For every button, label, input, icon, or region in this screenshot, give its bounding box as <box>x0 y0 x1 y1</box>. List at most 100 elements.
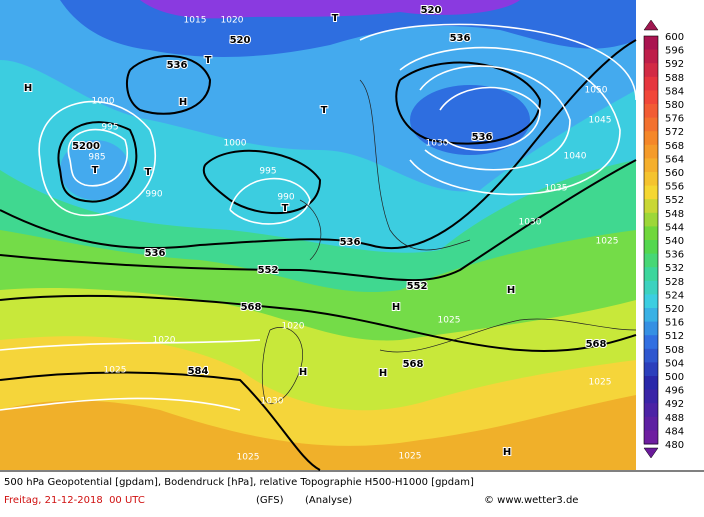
colorbar-swatch <box>644 63 658 78</box>
map-label: 1025 <box>589 378 612 388</box>
map-label: 1040 <box>564 152 587 162</box>
map-label: 552 <box>407 281 428 292</box>
map-label: 1015 <box>184 16 207 26</box>
colorbar-label: 544 <box>665 222 684 233</box>
colorbar-swatch <box>644 362 658 377</box>
map-label: 5200 <box>72 141 100 152</box>
colorbar-swatch <box>644 117 658 132</box>
colorbar-label: 600 <box>665 32 684 43</box>
map-label: 1000 <box>92 97 115 107</box>
map-label: 1020 <box>282 322 305 332</box>
map-label: 536 <box>450 33 471 44</box>
map-label: H <box>392 302 400 313</box>
footer-model: (GFS) <box>256 495 284 506</box>
colorbar-label: 560 <box>665 168 684 179</box>
colorbar-frame <box>643 35 659 445</box>
map-label: T <box>92 165 99 176</box>
map-label: 1025 <box>104 366 127 376</box>
colorbar-swatch <box>644 335 658 350</box>
colorbar-swatch <box>644 348 658 363</box>
colorbar-label: 500 <box>665 372 684 383</box>
map-label: 1035 <box>545 184 568 194</box>
colorbar-label: 488 <box>665 413 684 424</box>
colorbar-swatch <box>644 212 658 227</box>
coastlines <box>261 79 637 405</box>
map-label: T <box>145 167 152 178</box>
map-label: 584 <box>188 366 209 377</box>
colorbar-label: 592 <box>665 59 684 70</box>
colorbar-swatch <box>644 321 658 336</box>
map-label: 995 <box>259 167 276 177</box>
map-label: 1020 <box>221 16 244 26</box>
map-label: 568 <box>586 339 607 350</box>
colorbar-label: 520 <box>665 304 684 315</box>
map-label: 536 <box>145 248 166 259</box>
colorbar-swatch <box>644 253 658 268</box>
map-label: H <box>503 447 511 458</box>
colorbar-swatch <box>644 185 658 200</box>
map-label: 552 <box>258 265 279 276</box>
colorbar-label: 596 <box>665 46 684 57</box>
colorbar-label: 584 <box>665 86 684 97</box>
map-label: 536 <box>340 237 361 248</box>
map-label: 995 <box>101 123 118 133</box>
colorbar-label: 556 <box>665 182 684 193</box>
colorbar-label: 496 <box>665 386 684 397</box>
colorbar-swatch <box>644 416 658 431</box>
map-label: T <box>282 203 289 214</box>
colorbar-swatch <box>644 90 658 105</box>
map-label: T <box>205 55 212 66</box>
map-label: H <box>379 368 387 379</box>
colorbar-swatch <box>644 403 658 418</box>
colorbar-arrows <box>643 19 659 459</box>
map-label: 1045 <box>589 116 612 126</box>
colorbar-swatch <box>644 199 658 214</box>
map-label: 1050 <box>585 86 608 96</box>
map-label: 520 <box>230 35 251 46</box>
colorbar-swatch <box>644 308 658 323</box>
map-label: 1030 <box>519 218 542 228</box>
colorbar-swatch <box>644 226 658 241</box>
map-label: 990 <box>277 193 294 203</box>
colorbar-swatch <box>644 144 658 159</box>
colorbar-label: 512 <box>665 331 684 342</box>
colorbar-swatch <box>644 76 658 91</box>
colorbar-swatch <box>644 36 658 51</box>
map-label: T <box>321 105 328 116</box>
map-label: H <box>24 83 32 94</box>
colorbar-label: 532 <box>665 263 684 274</box>
map-label: 1025 <box>399 452 422 462</box>
colorbar-label: 572 <box>665 127 684 138</box>
footer-run: (Analyse) <box>305 495 352 506</box>
map-label: 990 <box>145 190 162 200</box>
footer-date: Freitag, 21-12-2018 00 UTC <box>4 495 145 506</box>
colorbar-label: 568 <box>665 141 684 152</box>
colorbar-label: 484 <box>665 426 684 437</box>
colorbar-label: 548 <box>665 209 684 220</box>
colorbar-swatch <box>644 294 658 309</box>
map-label: 1020 <box>153 336 176 346</box>
colorbar-label: 504 <box>665 358 684 369</box>
footer-title: 500 hPa Geopotential [gpdam], Bodendruck… <box>4 477 474 488</box>
colorbar-swatch <box>644 172 658 187</box>
footer-copyright: © www.wetter3.de <box>484 495 578 506</box>
map-label: H <box>299 367 307 378</box>
map-label: H <box>179 97 187 108</box>
colorbar-swatch <box>644 104 658 119</box>
map-label: 1000 <box>224 139 247 149</box>
colorbar-label: 508 <box>665 345 684 356</box>
isobars <box>0 23 637 411</box>
map-label: 520 <box>421 5 442 16</box>
colorbar-label: 580 <box>665 100 684 111</box>
colorbar-label: 552 <box>665 195 684 206</box>
map-label: 1025 <box>438 316 461 326</box>
geopotential-lines <box>0 39 637 471</box>
map-label: 1025 <box>596 237 619 247</box>
colorbar-swatch <box>644 131 658 146</box>
colorbar-label: 536 <box>665 250 684 261</box>
colorbar-swatch <box>644 49 658 64</box>
colorbar-label: 564 <box>665 154 684 165</box>
colorbar-swatch <box>644 267 658 282</box>
map-label: H <box>507 285 515 296</box>
